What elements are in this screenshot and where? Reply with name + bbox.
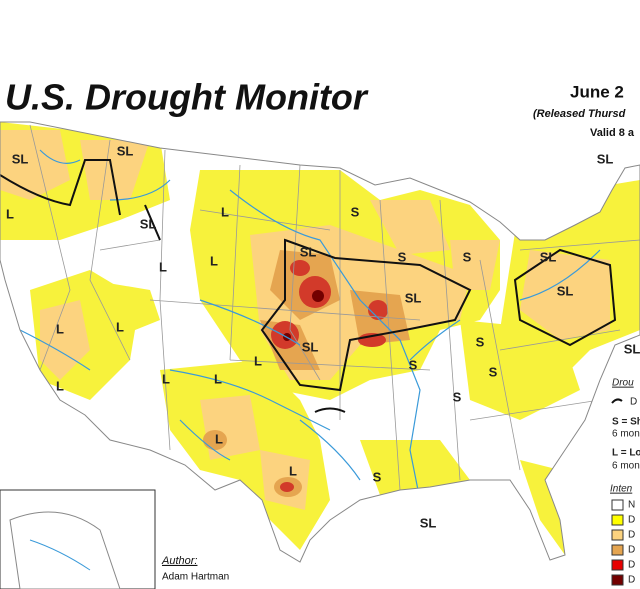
map-label: L bbox=[254, 353, 262, 368]
legend-swatch bbox=[611, 529, 624, 541]
author-name: Adam Hartman bbox=[162, 572, 229, 583]
legend-intensity-label: D bbox=[628, 545, 635, 556]
legend-intensity-label: D bbox=[628, 530, 635, 541]
alaska bbox=[9, 511, 121, 589]
map-label: S bbox=[476, 334, 485, 349]
map-label: SL bbox=[300, 244, 317, 259]
legend-swatch bbox=[611, 514, 624, 526]
map-label: L bbox=[210, 253, 218, 268]
map-label: SL bbox=[302, 339, 319, 354]
map-label: SL bbox=[557, 283, 574, 298]
map-label: L bbox=[289, 463, 297, 478]
map-label: L bbox=[214, 371, 222, 386]
map-label: L bbox=[215, 431, 223, 446]
map-label: L bbox=[56, 321, 64, 336]
legend-line-label: D bbox=[630, 397, 637, 408]
map-label: L bbox=[56, 378, 64, 393]
map-label: L bbox=[159, 259, 167, 274]
map-label: SL bbox=[540, 249, 557, 264]
legend-swatch bbox=[611, 559, 624, 571]
map-label: SL bbox=[117, 143, 134, 158]
legend-intensity-title: Inten bbox=[610, 484, 633, 495]
map-label: L bbox=[221, 204, 229, 219]
legend-title: Drou bbox=[612, 378, 634, 389]
date: June 2 bbox=[570, 82, 624, 101]
map-label: SL bbox=[624, 341, 640, 356]
map-label: S bbox=[351, 204, 360, 219]
legend-intensity-label: D bbox=[628, 515, 635, 526]
map-label: L bbox=[116, 319, 124, 334]
legend-l: L = Lo bbox=[612, 448, 640, 459]
legend-intensity-label: D bbox=[628, 575, 635, 586]
map-label: S bbox=[453, 389, 462, 404]
map-label: SL bbox=[12, 151, 29, 166]
map-label: SL bbox=[597, 151, 614, 166]
legend-swatch bbox=[611, 574, 624, 586]
legend-line bbox=[611, 398, 623, 404]
map-label: S bbox=[373, 469, 382, 484]
legend-swatch bbox=[611, 544, 624, 556]
map-label: SL bbox=[140, 216, 157, 231]
legend-l-note: 6 mon bbox=[612, 461, 640, 472]
map-label: SL bbox=[420, 515, 437, 530]
map-label: SL bbox=[405, 290, 422, 305]
legend-intensity-label: N bbox=[628, 500, 635, 511]
legend-swatch bbox=[611, 499, 624, 511]
valid: Valid 8 a bbox=[590, 127, 635, 139]
map-label: S bbox=[489, 364, 498, 379]
map-label: L bbox=[162, 371, 170, 386]
legend-s-note: 6 mon bbox=[612, 429, 640, 440]
title: U.S. Drought Monitor bbox=[5, 77, 369, 118]
map-label: S bbox=[398, 249, 407, 264]
legend-s: S = Sh bbox=[612, 417, 640, 428]
map-label: L bbox=[6, 206, 14, 221]
author-label: Author: bbox=[161, 555, 197, 567]
us-outline bbox=[0, 121, 640, 563]
released: (Released Thursd bbox=[533, 108, 626, 120]
map-label: S bbox=[409, 357, 418, 372]
alaska-river bbox=[29, 539, 91, 571]
map-label: S bbox=[463, 249, 472, 264]
legend-intensity-label: D bbox=[628, 560, 635, 571]
